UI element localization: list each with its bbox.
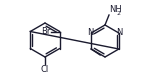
Text: Cl: Cl bbox=[41, 64, 49, 74]
Text: NH: NH bbox=[109, 5, 122, 14]
Text: N: N bbox=[87, 28, 94, 37]
Text: 2: 2 bbox=[116, 11, 120, 16]
Text: N: N bbox=[116, 28, 123, 37]
Text: Br: Br bbox=[41, 27, 50, 36]
